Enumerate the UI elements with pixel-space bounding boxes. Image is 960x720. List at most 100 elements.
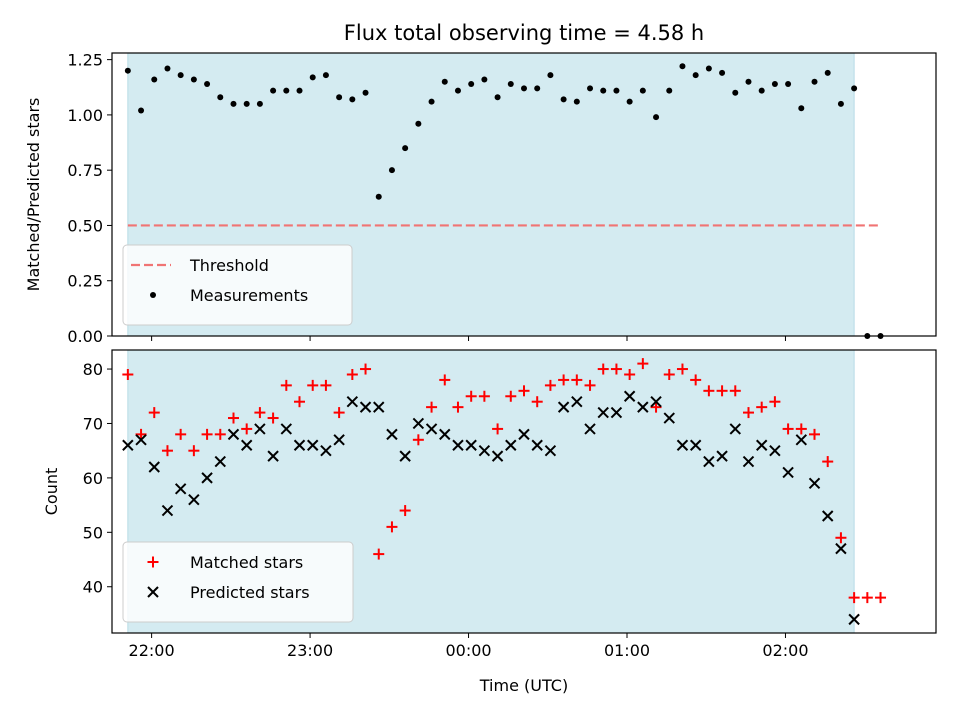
matched-star-point — [254, 407, 266, 419]
matched-star-point — [690, 374, 702, 386]
matched-star-point — [492, 423, 504, 435]
predicted-star-point — [346, 395, 359, 408]
measurement-point — [705, 65, 712, 72]
predicted-star-point — [808, 477, 821, 490]
measurement-point — [771, 80, 778, 87]
predicted-star-point — [835, 542, 847, 555]
matched-star-point — [505, 390, 517, 402]
top-y-tick-label: 1.25 — [67, 51, 103, 70]
predicted-star-point — [742, 455, 755, 468]
measurement-point — [349, 96, 356, 103]
measurement-point — [679, 63, 686, 70]
measurement-point — [798, 105, 805, 112]
measurement-point — [507, 80, 514, 87]
matched-star-point — [584, 379, 596, 391]
predicted-star-point — [333, 434, 345, 446]
predicted-star-point — [822, 510, 834, 522]
predicted-star-point — [755, 439, 768, 451]
predicted-star-point — [188, 493, 200, 506]
measurement-point — [362, 89, 369, 96]
predicted-star-point — [267, 450, 279, 462]
bottom-y-tick-label: 40 — [83, 578, 103, 597]
measurement-point — [177, 72, 184, 79]
predicted-star-point — [122, 439, 134, 451]
predicted-star-point — [716, 450, 728, 462]
matched-star-point — [624, 368, 636, 380]
measurement-point — [692, 72, 699, 79]
measurement-point — [560, 96, 567, 103]
top-y-tick-label: 0.50 — [67, 216, 103, 235]
matched-star-point — [241, 423, 253, 435]
predicted-star-point — [399, 450, 411, 462]
predicted-star-point — [412, 417, 425, 430]
predicted-star-point — [650, 395, 662, 408]
x-tick-label: 01:00 — [604, 641, 650, 660]
legend-label: Matched stars — [190, 553, 303, 572]
predicted-star-point — [161, 504, 174, 517]
legend-label: Measurements — [190, 286, 308, 305]
measurement-point — [243, 100, 250, 107]
matched-star-point — [148, 407, 160, 419]
measurement-point — [653, 114, 660, 121]
matched-star-point — [716, 385, 728, 397]
measurement-point — [336, 94, 343, 101]
matched-star-point — [769, 396, 781, 408]
measurement-point — [402, 145, 409, 152]
predicted-star-point — [201, 472, 213, 484]
bottom-y-tick-label: 60 — [83, 469, 103, 488]
matched-star-point — [822, 456, 834, 468]
predicted-star-point — [491, 450, 504, 462]
measurement-point — [256, 100, 263, 107]
matched-star-point — [188, 445, 200, 457]
measurement-point — [309, 74, 316, 81]
predicted-star-point — [505, 439, 517, 451]
measurement-point — [375, 193, 382, 200]
predicted-star-point — [610, 406, 623, 419]
legend-label: Threshold — [189, 256, 269, 275]
matched-star-point — [531, 396, 543, 408]
top-y-tick-label: 0.75 — [67, 161, 103, 180]
predicted-star-point — [174, 483, 187, 495]
predicted-star-point — [848, 613, 860, 626]
predicted-star-point — [214, 455, 226, 468]
matched-star-point — [360, 363, 372, 375]
predicted-star-point — [584, 423, 596, 435]
bottom-panel-counts: 40 50 60 70 80 22:00 23:00 00:00 01:00 02:00 Count… — [42, 349, 937, 660]
measurement-point — [547, 72, 554, 79]
measurement-point — [415, 120, 422, 127]
measurement-point — [666, 87, 673, 94]
predicted-star-point — [663, 412, 675, 424]
measurement-point — [124, 67, 131, 74]
matched-star-point — [610, 363, 622, 375]
measurement-point — [164, 65, 171, 72]
matched-star-point — [795, 423, 807, 435]
predicted-star-point — [478, 444, 491, 457]
measurement-point — [600, 87, 607, 94]
bottom-axes-frame — [111, 349, 937, 634]
predicted-star-point — [623, 390, 636, 402]
matched-star-point — [346, 368, 358, 380]
predicted-star-point — [557, 401, 570, 413]
predicted-star-point — [148, 461, 160, 473]
matched-star-point — [426, 401, 438, 413]
predicted-star-point — [425, 423, 438, 435]
matched-star-point — [835, 532, 847, 544]
measurement-point — [481, 76, 488, 83]
legend-matched-swatch — [147, 556, 159, 568]
measurement-point — [322, 72, 329, 79]
top-y-tick-label: 0.25 — [67, 272, 103, 291]
predicted-star-point — [227, 428, 240, 441]
measurement-point — [217, 94, 224, 101]
matched-star-point — [875, 592, 887, 604]
matched-star-point — [809, 428, 821, 440]
matched-star-point — [597, 363, 609, 375]
matched-star-point — [320, 379, 332, 391]
measurement-point — [468, 80, 475, 87]
predicted-star-point — [373, 401, 385, 413]
measurement-point — [811, 78, 818, 85]
measurement-point — [190, 76, 197, 83]
predicted-star-point — [293, 439, 306, 451]
predicted-star-point — [689, 439, 702, 451]
matched-star-point — [227, 412, 239, 424]
matched-star-point — [663, 368, 675, 380]
